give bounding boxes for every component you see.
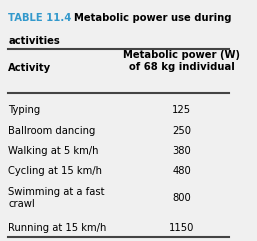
Text: Metabolic power (W)
of 68 kg individual: Metabolic power (W) of 68 kg individual [123, 50, 240, 72]
Text: 800: 800 [172, 193, 191, 203]
Text: 250: 250 [172, 126, 191, 135]
Text: Metabolic power use during: Metabolic power use during [74, 13, 232, 23]
Text: Swimming at a fast
crawl: Swimming at a fast crawl [8, 187, 105, 209]
Text: 1150: 1150 [169, 223, 194, 233]
Text: Walking at 5 km/h: Walking at 5 km/h [8, 146, 99, 156]
Text: Typing: Typing [8, 105, 41, 115]
Text: Ballroom dancing: Ballroom dancing [8, 126, 96, 135]
Text: 480: 480 [172, 167, 191, 176]
Text: 380: 380 [172, 146, 191, 156]
Text: 125: 125 [172, 105, 191, 115]
Text: Running at 15 km/h: Running at 15 km/h [8, 223, 107, 233]
Text: activities: activities [8, 36, 60, 46]
Text: Activity: Activity [8, 63, 52, 73]
Text: TABLE 11.4: TABLE 11.4 [8, 13, 72, 23]
Text: Cycling at 15 km/h: Cycling at 15 km/h [8, 167, 102, 176]
